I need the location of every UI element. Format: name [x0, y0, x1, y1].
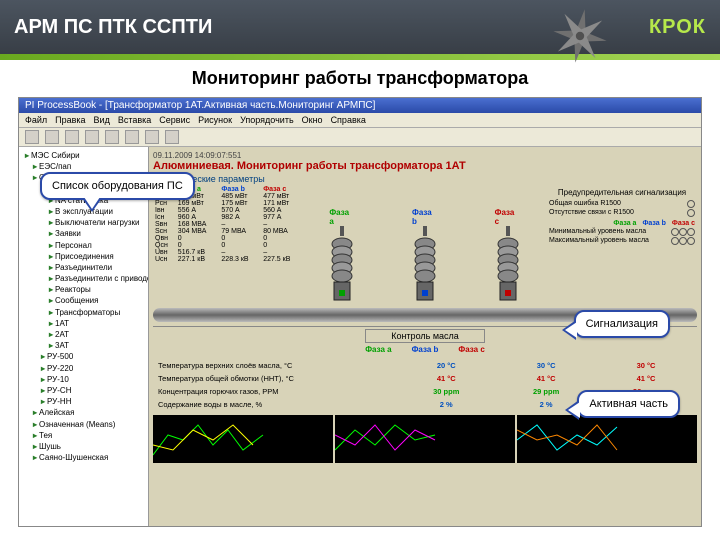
menubar[interactable]: Файл Правка Вид Вставка Сервис Рисунок Упорядо… — [19, 113, 701, 128]
menu-item[interactable]: Вид — [94, 115, 110, 125]
menu-item[interactable]: Сервис — [159, 115, 190, 125]
menu-item[interactable]: Правка — [55, 115, 85, 125]
callout-active: Активная часть — [577, 390, 680, 418]
timestamp: 09.11.2009 14:09:07:551 — [153, 151, 697, 160]
tree-item[interactable]: ▸Тея — [21, 430, 146, 441]
callout-alarm: Сигнализация — [574, 310, 670, 338]
tool-icon[interactable] — [65, 130, 79, 144]
tool-icon[interactable] — [45, 130, 59, 144]
tree-item[interactable]: ▸Саяно-Шушенская — [21, 452, 146, 463]
tree-item[interactable]: ▸РУ-500 — [21, 351, 146, 362]
tree-item[interactable]: ▸Алейская — [21, 407, 146, 418]
slide-header: АРМ ПС ПТК ССПТИ КРОК — [0, 0, 720, 54]
tree-item[interactable]: ▸Выключатели нагрузки — [21, 217, 146, 228]
tree-item[interactable]: ▸Трансформаторы — [21, 307, 146, 318]
tree-item[interactable]: ▸2АТ — [21, 329, 146, 340]
slide-subtitle: Мониторинг работы трансформатора — [0, 60, 720, 97]
chart-c — [517, 415, 697, 463]
menu-item[interactable]: Файл — [25, 115, 47, 125]
window-title: PI ProcessBook - [Трансформатор 1АТ.Акти… — [19, 98, 701, 113]
tree-item[interactable]: ▸Разъединители с приводом — [21, 273, 146, 284]
tree-item[interactable]: ▸МЭС Сибири — [21, 150, 146, 161]
tree-item[interactable]: ▸Заявки — [21, 228, 146, 239]
tree-item[interactable]: ▸Шушь — [21, 441, 146, 452]
tree-item[interactable]: ▸РУ-220 — [21, 363, 146, 374]
mini-charts — [153, 415, 697, 463]
tree-item[interactable]: ▸Разъединители — [21, 262, 146, 273]
menu-item[interactable]: Справка — [331, 115, 366, 125]
tool-icon[interactable] — [25, 130, 39, 144]
alarm-panel: Предупредительная сигнализация Общая оши… — [547, 186, 697, 306]
tool-icon[interactable] — [145, 130, 159, 144]
menu-item[interactable]: Окно — [302, 115, 323, 125]
menu-item[interactable]: Упорядочить — [240, 115, 294, 125]
callout-equipment: Список оборудования ПС — [40, 172, 195, 200]
param-table: Фаза aФаза bФаза cPвн473 мВт485 мВт477 м… — [153, 186, 303, 306]
tree-item[interactable]: ▸Сообщения — [21, 295, 146, 306]
tree-item[interactable]: ▸Присоединения — [21, 251, 146, 262]
chart-b — [335, 415, 515, 463]
menu-item[interactable]: Вставка — [118, 115, 151, 125]
tool-icon[interactable] — [125, 130, 139, 144]
tree-item[interactable]: ▸Реакторы — [21, 284, 146, 295]
tree-item[interactable]: ▸Означенная (Means) — [21, 419, 146, 430]
panel-title: Алюминиевая. Мониторинг работы трансформ… — [153, 160, 697, 172]
logo: КРОК — [649, 16, 706, 39]
tree-item[interactable]: ▸РУ-СН — [21, 385, 146, 396]
slide-title: АРМ ПС ПТК ССПТИ — [14, 16, 212, 39]
alarm-title: Предупредительная сигнализация — [549, 188, 695, 197]
shuriken-icon — [550, 6, 610, 66]
tree-item[interactable]: ▸3АТ — [21, 340, 146, 351]
tool-icon[interactable] — [105, 130, 119, 144]
chart-a — [153, 415, 333, 463]
toolbar[interactable] — [19, 128, 701, 147]
oil-section-title: Контроль масла — [365, 329, 485, 343]
tree-item[interactable]: ▸Персонал — [21, 240, 146, 251]
tree-item[interactable]: ▸ЕЭС/пап — [21, 161, 146, 172]
tree-item[interactable]: ▸1АТ — [21, 318, 146, 329]
menu-item[interactable]: Рисунок — [198, 115, 232, 125]
tool-icon[interactable] — [85, 130, 99, 144]
tool-icon[interactable] — [165, 130, 179, 144]
tree-item[interactable]: ▸РУ-НН — [21, 396, 146, 407]
section-title: Электрические параметры — [153, 174, 697, 184]
transformer-graphic: Фаза aФаза bФаза c — [305, 186, 545, 306]
tree-item[interactable]: ▸РУ-10 — [21, 374, 146, 385]
